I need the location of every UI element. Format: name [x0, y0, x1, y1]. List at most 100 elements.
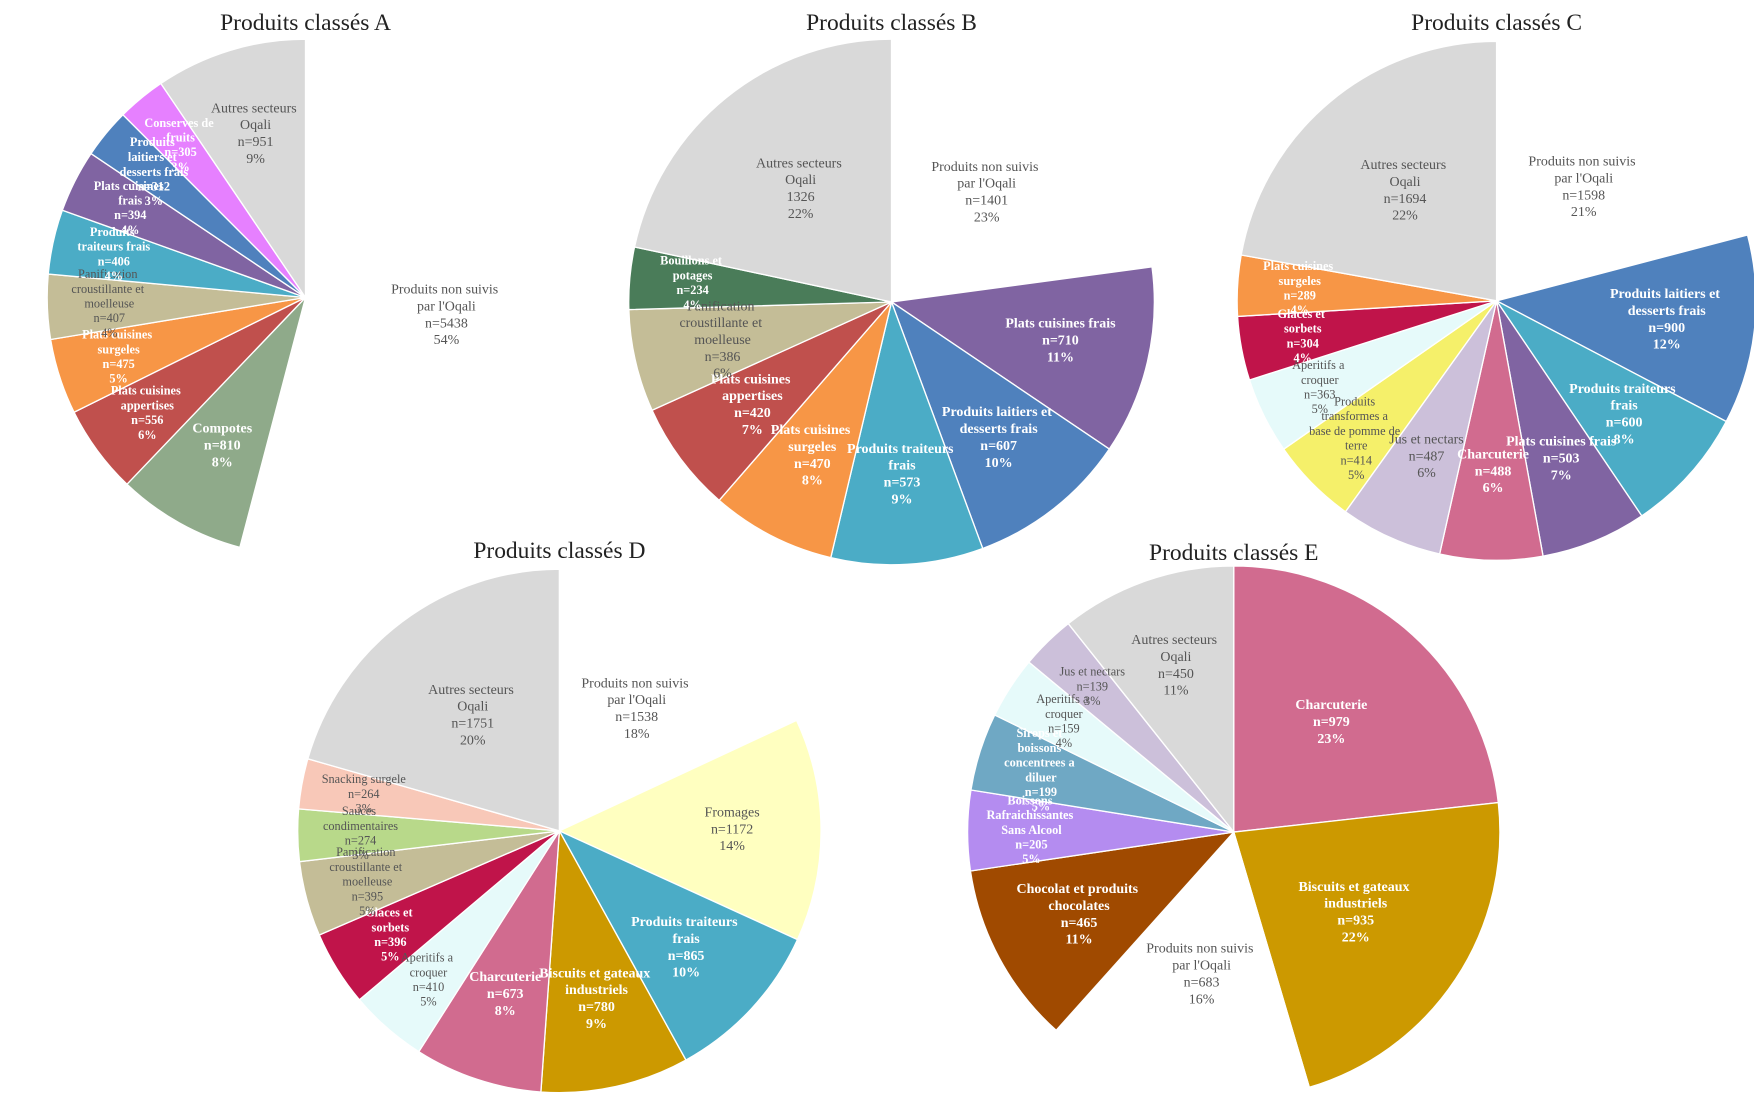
slice-value-label: n=710	[1042, 334, 1079, 349]
pie-slice	[1067, 565, 1235, 834]
slice-percent-label: 11%	[1163, 684, 1188, 699]
slice-label: Produits non suivis par l'Oqali	[931, 160, 1042, 192]
chart-title: Produits classés B	[806, 10, 977, 36]
slice-value-label: n=683	[1184, 975, 1220, 990]
slice-percent-label: 4%	[105, 269, 123, 283]
slice-value-label: 1326	[787, 190, 815, 205]
slice-value-label: n=470	[794, 457, 831, 472]
slice-percent-label: 6%	[713, 367, 732, 382]
slice-label: Biscuits et gateaux industriels	[1298, 880, 1412, 912]
slice-percent-label: 7%	[1551, 468, 1572, 483]
pie-slice	[1233, 565, 1500, 833]
slice-value-label: n=935	[1337, 914, 1374, 929]
slice-label: Produits non suivis par l'Oqali	[1528, 155, 1639, 187]
slice-value-label: n=951	[238, 135, 274, 150]
slice-percent-label: 8%	[1614, 432, 1635, 447]
pie-slice	[1495, 40, 1749, 302]
slice-percent-label: 11%	[1065, 933, 1092, 948]
slice-percent-label: 16%	[1189, 992, 1215, 1007]
slice-value-label: n=406	[98, 254, 130, 268]
slice-value-label: n=450	[1158, 667, 1194, 682]
slice-value-label: n=159	[1048, 721, 1080, 735]
pie-slice	[239, 38, 565, 557]
slice-percent-label: 8%	[495, 1004, 516, 1019]
slice-percent-label: 3%	[145, 194, 163, 208]
slice-value-label: n=205	[1015, 837, 1047, 851]
slice-value-label: n=600	[1606, 416, 1643, 431]
slice-value-label: n=465	[1061, 916, 1098, 931]
slice-percent-label: 8%	[802, 474, 823, 489]
slice-percent-label: 9%	[892, 492, 913, 507]
slice-percent-label: 9%	[246, 152, 265, 167]
slice-percent-label: 5%	[1348, 468, 1364, 482]
slice-label: Panification croustillante et moelleuse	[329, 845, 405, 889]
pie-slice	[889, 266, 1156, 450]
pie-slice	[1496, 300, 1728, 517]
slice-percent-label: 4%	[101, 326, 117, 340]
slice-label: Plats cuisines frais	[1506, 435, 1617, 450]
slice-value-label: n=1538	[615, 710, 658, 725]
chart-title: Produits classés D	[473, 538, 645, 564]
slice-value-label: n=305	[164, 145, 196, 159]
slice-percent-label: 4%	[1294, 351, 1312, 365]
slice-percent-label: 5%	[420, 995, 436, 1009]
slice-percent-label: 3%	[171, 160, 189, 174]
slice-percent-label: 10%	[672, 966, 700, 981]
slice-label: Aperitifs a croquer	[1036, 692, 1091, 721]
slice-label: Produits traiteurs frais	[847, 442, 957, 474]
slice-value-label: n=556	[131, 413, 163, 427]
slice-percent-label: 3%	[1084, 694, 1100, 708]
pie-slice	[829, 299, 984, 566]
slice-percent-label: 4%	[1290, 303, 1308, 317]
slice-value-label: n=780	[578, 1000, 615, 1015]
slice-percent-label: 5%	[109, 372, 127, 386]
slice-value-label: n=900	[1648, 321, 1685, 336]
slice-percent-label: 23%	[1317, 732, 1345, 747]
pie-slice	[417, 830, 561, 1093]
slice-value-label: n=420	[734, 406, 771, 421]
slice-label: Produits traiteurs frais	[1569, 382, 1679, 414]
slice-label: Compotes	[192, 422, 252, 437]
slice-label: Fromages	[705, 806, 760, 821]
slice-percent-label: 5%	[1312, 402, 1328, 416]
slice-label: Jus et nectars	[1389, 433, 1463, 448]
slice-value-label: n=407	[94, 311, 126, 325]
slice-percent-label: 22%	[788, 207, 814, 222]
slice-label: Produits non suivis par l'Oqali	[581, 677, 692, 709]
slice-label: Plats cuisines appertises	[111, 383, 184, 412]
slice-value-label: n=5438	[425, 316, 468, 331]
slice-label: Biscuits et gateaux industriels	[539, 967, 653, 999]
slice-percent-label: 8%	[212, 455, 233, 470]
chart-title: Produits classés C	[1411, 10, 1582, 36]
slice-value-label: n=234	[676, 283, 708, 297]
slice-value-label: n=488	[1475, 464, 1512, 479]
slice-value-label: n=607	[980, 439, 1017, 454]
slice-value-label: n=810	[204, 439, 241, 454]
slice-value-label: n=289	[1284, 288, 1316, 302]
slice-label: Charcuterie	[1295, 698, 1367, 713]
slice-label: Sirops et boissons concentrees a diluer	[1004, 726, 1078, 784]
slice-value-label: n=395	[352, 889, 384, 903]
slice-value-label: n=394	[114, 208, 146, 222]
slice-label: Aperitifs a croquer	[401, 950, 456, 979]
slice-label: Produits non suivis par l'Oqali	[1146, 942, 1257, 974]
slice-percent-label: 12%	[1653, 338, 1681, 353]
slice-label: Glaces et sorbets	[1277, 307, 1328, 336]
slice-label: Snacking surgele	[322, 772, 407, 786]
slice-percent-label: 22%	[1342, 930, 1370, 945]
slice-percent-label: 5%	[1032, 800, 1050, 814]
slice-percent-label: 6%	[1483, 481, 1504, 496]
slice-label: Autres secteurs Oqali	[756, 157, 845, 189]
slice-label: Chocolat et produits chocolates	[1017, 882, 1142, 914]
slice-value-label: n=487	[1409, 449, 1445, 464]
slice-value-label: n=139	[1077, 679, 1109, 693]
pie-slice	[1240, 40, 1498, 302]
slice-label: Boissons Rafraichissantes Sans Alcool	[987, 793, 1077, 837]
slice-percent-label: 23%	[974, 210, 1000, 225]
pie-slice	[557, 719, 822, 941]
slice-percent-label: 6%	[138, 428, 156, 442]
slice-value-label: n=1751	[451, 717, 494, 732]
slice-label: Produits laitiers et desserts frais	[1610, 287, 1723, 319]
slice-value-label: n=979	[1313, 715, 1350, 730]
